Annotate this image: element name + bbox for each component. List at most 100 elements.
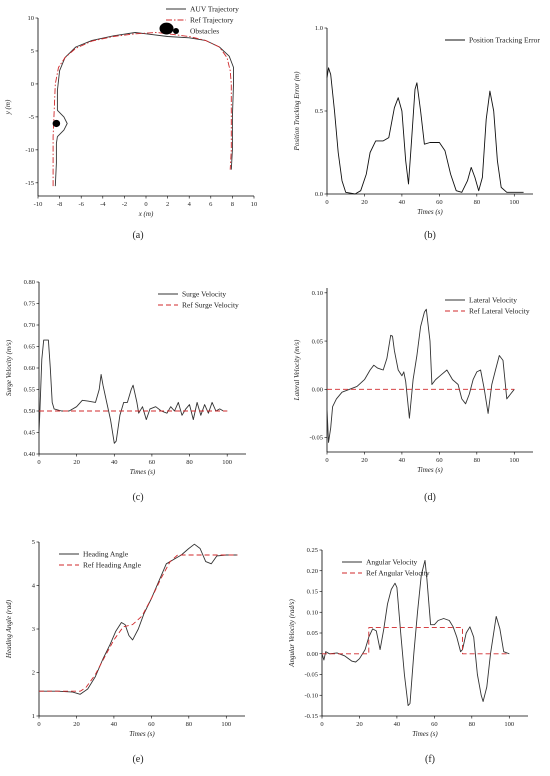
x-tick-label: 0 [144,201,147,208]
x-tick-label: 100 [509,457,519,464]
x-tick-label: 100 [222,459,232,466]
x-tick-label: 40 [111,721,118,728]
x-tick-label: 40 [394,721,401,728]
x-tick-label: 0 [37,721,40,728]
y-tick-label: 4 [32,583,36,590]
y-tick-label: 0.70 [24,322,35,329]
obstacle [52,119,61,128]
x-tick-label: 60 [148,721,155,728]
y-tick-label: 0 [31,81,34,88]
y-tick-label: 10 [28,15,35,22]
x-tick-label: 10 [251,201,258,208]
y-tick-label: -0.05 [304,672,318,679]
x-tick-label: -10 [34,201,43,208]
y-tick-label: -10 [25,147,34,154]
x-tick-label: 80 [474,199,481,206]
legend-label: Surge Velocity [182,290,226,299]
y-axis-label: y (m) [4,99,12,115]
x-tick-label: 20 [361,199,368,206]
x-axis-label: Times (s) [412,730,438,738]
y-tick-label: 5 [31,48,34,55]
panel-caption: (d) [424,492,436,503]
series-line-1 [38,339,228,444]
chart-f: 0 20 40 60 80 100 -0.15 -0.10 -0.05 0.00 0.05 0.10 0… [288,547,528,765]
y-axis-label: Lateral Velocity (m/s) [293,339,301,401]
x-tick-label: 20 [73,721,80,728]
y-tick-label: 0.00 [307,651,318,658]
y-tick-label: 0.40 [24,451,35,458]
legend-label: Lateral Velocity [469,296,517,305]
x-tick-label: -8 [57,201,62,208]
panel-caption: (e) [132,754,143,765]
x-axis-label: x (m) [138,210,154,218]
x-tick-label: 100 [504,721,514,728]
series-line-1 [326,67,524,195]
x-axis-label: Times (s) [130,468,156,476]
chart-c: 0 20 40 60 80 100 0.40 0.45 0.50 0.55 0.60 0.65 0.70… [5,279,246,503]
x-tick-label: 20 [73,459,80,466]
x-axis-label: Times (s) [129,730,155,738]
legend-label: Ref Surge Velocity [182,301,239,310]
x-tick-label: -4 [100,201,106,208]
legend-label: Angular Velocity [366,558,418,567]
legend-label: Ref Lateral Velocity [469,307,530,316]
legend-label: Ref Angular Velocity [366,569,430,578]
obstacle [159,22,174,35]
y-tick-label: 0.55 [24,387,35,394]
y-tick-label: 0.25 [307,547,318,554]
y-axis-label: Surge Velocity (m/s) [5,339,13,396]
y-tick-label: 1.0 [315,25,323,32]
x-tick-label: 80 [186,459,193,466]
y-tick-label: 0.50 [24,408,35,415]
legend-label: Ref Heading Angle [83,561,142,570]
legend-label: Obstacles [190,27,219,36]
chart-a: -10 -8 -6 -4 -2 0 2 4 6 8 10 -15 -10 -5 0 5 10 x (m) y (m)… [4,5,257,241]
series-line-1 [326,308,515,443]
chart-d: 0 20 40 60 80 100 -0.05 0.00 0.05 0.10 Times (s) La… [293,288,533,503]
y-tick-label: -0.15 [304,713,318,720]
y-tick-label: 5 [32,539,35,546]
x-tick-label: 0 [325,199,328,206]
x-tick-label: 4 [188,201,192,208]
legend-label: Position Tracking Error [469,36,540,45]
series-line-2 [52,32,232,187]
x-tick-label: 20 [361,457,368,464]
x-axis-label: Times (s) [417,466,443,474]
y-tick-label: 0.05 [312,338,323,345]
legend-label: Heading Angle [83,550,129,559]
panel-caption: (b) [424,230,436,241]
legend-swatch [173,28,179,34]
x-tick-label: 100 [509,199,519,206]
legend-label: Ref Trajectory [190,16,234,25]
y-tick-label: -5 [29,114,34,121]
y-tick-label: 0.65 [24,344,35,351]
x-tick-label: 60 [431,721,438,728]
x-tick-label: 100 [221,721,231,728]
y-tick-label: -0.05 [309,435,323,442]
x-tick-label: 2 [166,201,169,208]
x-tick-label: 40 [111,459,118,466]
series-line-2 [322,627,510,655]
panel-caption: (f) [425,754,435,765]
chart-b: 0 20 40 60 80 100 0.0 0.5 1.0 Times (s) Position T… [293,25,540,241]
y-tick-label: 0.5 [315,108,323,115]
y-tick-label: 0.15 [307,589,318,596]
x-tick-label: 40 [399,457,406,464]
x-tick-label: 0 [37,459,40,466]
y-axis-label: Position Tracking Error (m) [293,71,301,152]
y-tick-label: 0.05 [307,630,318,637]
x-tick-label: 8 [231,201,234,208]
y-axis-label: Heading Angle (rad) [5,599,13,659]
chart-e: 0 20 40 60 80 100 1 2 3 4 5 Times (s) Heading Angle … [5,539,245,765]
series-line-2 [39,554,238,692]
y-tick-label: 0.10 [307,609,318,616]
series-line-1 [54,32,234,187]
x-tick-label: 80 [186,721,193,728]
y-tick-label: -0.10 [304,692,318,699]
y-tick-label: 2 [32,670,35,677]
panel-caption: (a) [132,230,143,241]
y-tick-label: 0.75 [24,301,35,308]
y-tick-label: 0.0 [315,191,323,198]
series-line-1 [39,543,238,695]
